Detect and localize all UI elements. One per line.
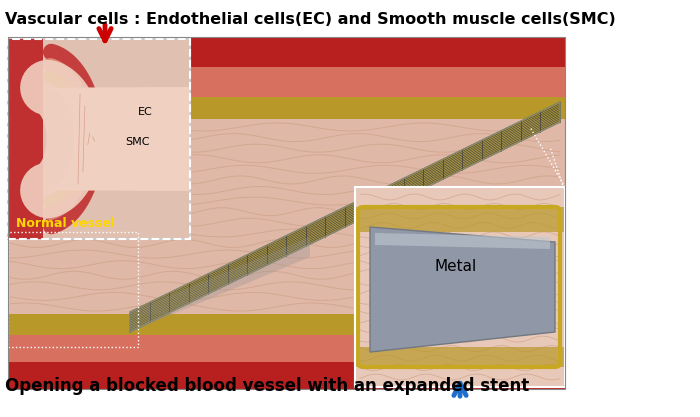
Polygon shape: [130, 102, 560, 332]
FancyBboxPatch shape: [355, 347, 565, 367]
Text: SMC: SMC: [125, 137, 150, 147]
FancyBboxPatch shape: [355, 187, 565, 387]
Text: Opening a blocked blood vessel with an expanded stent: Opening a blocked blood vessel with an e…: [5, 377, 529, 395]
FancyBboxPatch shape: [8, 37, 565, 389]
FancyBboxPatch shape: [8, 37, 565, 72]
Text: EC: EC: [138, 107, 153, 117]
FancyBboxPatch shape: [8, 119, 565, 314]
FancyBboxPatch shape: [8, 39, 190, 239]
Polygon shape: [130, 237, 310, 332]
FancyBboxPatch shape: [355, 207, 565, 232]
FancyBboxPatch shape: [8, 39, 43, 239]
Text: Metal: Metal: [435, 259, 477, 274]
Polygon shape: [48, 87, 190, 191]
Text: Normal vessel: Normal vessel: [16, 217, 115, 230]
FancyBboxPatch shape: [8, 359, 565, 389]
FancyBboxPatch shape: [8, 313, 565, 335]
FancyBboxPatch shape: [8, 97, 565, 122]
Polygon shape: [375, 233, 550, 249]
Text: Vascular cells : Endothelial cells(EC) and Smooth muscle cells(SMC): Vascular cells : Endothelial cells(EC) a…: [5, 12, 616, 27]
FancyBboxPatch shape: [8, 67, 565, 102]
Polygon shape: [370, 227, 555, 352]
FancyBboxPatch shape: [8, 332, 565, 362]
